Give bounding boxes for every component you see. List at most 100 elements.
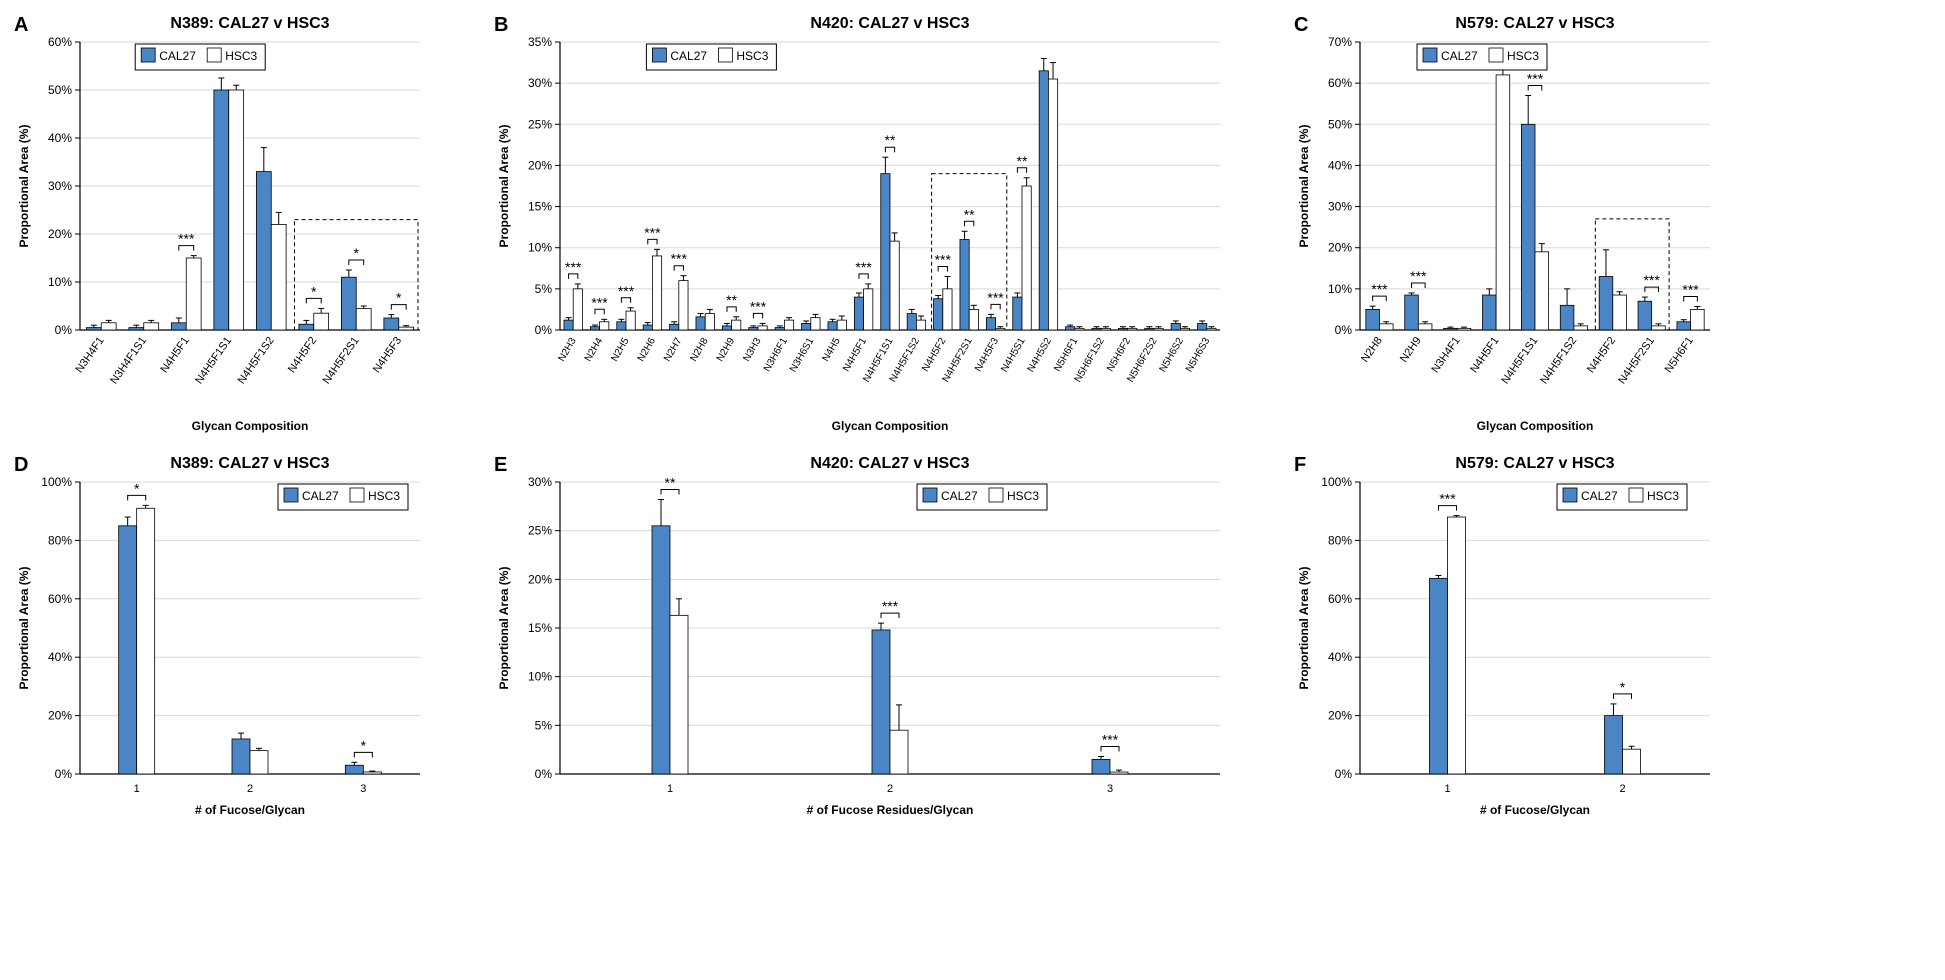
y-axis-label: Proportional Area (%) [1297,567,1311,690]
bar-hsc3 [314,313,329,330]
sig-label: * [361,737,367,753]
legend-swatch-cal27 [1563,488,1577,502]
bar-cal27 [1638,301,1652,330]
panel-F: FN579: CAL27 v HSC30%20%40%60%80%100%Pro… [1290,450,1720,830]
bar-hsc3 [1457,328,1471,330]
bar-cal27 [960,239,969,330]
legend-label-cal27: CAL27 [159,49,196,63]
bar-cal27 [299,324,314,330]
bar-hsc3 [1623,749,1641,774]
bar-hsc3 [356,308,371,330]
bar-cal27 [828,322,837,330]
chart-title: N579: CAL27 v HSC3 [1455,455,1614,472]
bar-hsc3 [837,320,846,330]
category-label: N5H6F2 [1105,336,1133,374]
ytick-label: 60% [48,592,72,606]
sig-label: ** [1017,153,1028,169]
category-label: N4H5F2 [1585,335,1618,375]
bar-cal27 [1118,328,1127,330]
category-label: 1 [1444,783,1450,795]
bar-hsc3 [890,730,908,774]
panel-A: AN389: CAL27 v HSC30%10%20%30%40%50%60%P… [10,10,430,440]
panel-letter: C [1294,14,1308,37]
ytick-label: 0% [535,323,553,337]
category-label: N4H5S1 [999,336,1028,375]
y-axis-label: Proportional Area (%) [497,125,511,248]
ytick-label: 10% [528,670,552,684]
bar-hsc3 [600,322,609,330]
bar-hsc3 [137,508,155,774]
bar-cal27 [1366,309,1380,330]
bar-cal27 [1483,295,1497,330]
bar-hsc3 [144,323,159,330]
category-label: N2H4 [583,336,606,364]
bar-cal27 [1066,327,1075,330]
bar-cal27 [775,328,784,330]
bar-hsc3 [101,323,116,330]
category-label: N3H3 [741,336,764,364]
bar-hsc3 [1448,517,1466,774]
panel-svg: N389: CAL27 v HSC30%20%40%60%80%100%Prop… [10,450,430,830]
chart-title: N420: CAL27 v HSC3 [810,15,969,32]
category-label: N4H5F2 [286,335,319,375]
ytick-label: 10% [1328,282,1352,296]
sig-label: * [354,245,360,261]
ytick-label: 40% [1328,158,1352,172]
panel-svg: N579: CAL27 v HSC30%20%40%60%80%100%Prop… [1290,450,1720,830]
category-label: 2 [247,783,253,795]
bar-hsc3 [1535,252,1549,330]
bar-cal27 [1198,323,1207,330]
category-label: N4H5F2 [920,336,948,374]
chart-title: N420: CAL27 v HSC3 [810,455,969,472]
sig-label: *** [565,259,582,275]
ytick-label: 50% [48,83,72,97]
sig-label: ** [726,292,737,308]
panel-C: CN579: CAL27 v HSC30%10%20%30%40%50%60%7… [1290,10,1720,440]
bar-hsc3 [1652,326,1666,330]
bar-hsc3 [864,289,873,330]
category-label: 1 [667,783,673,795]
panel-letter: D [14,454,28,477]
category-label: N4H5F1S1 [193,335,234,386]
legend-swatch-hsc3 [1629,488,1643,502]
sig-label: *** [1410,268,1427,284]
bar-hsc3 [969,309,978,330]
bar-cal27 [986,318,995,330]
bar-hsc3 [229,90,244,330]
ytick-label: 40% [48,650,72,664]
bar-hsc3 [1101,328,1110,330]
ytick-label: 20% [1328,241,1352,255]
bar-hsc3 [573,289,582,330]
bar-cal27 [232,739,250,774]
legend: CAL27HSC3 [646,44,776,70]
y-axis-label: Proportional Area (%) [17,125,31,248]
chart-title: N579: CAL27 v HSC3 [1455,15,1614,32]
bar-cal27 [1599,277,1613,330]
bar-cal27 [1405,295,1419,330]
bar-cal27 [934,299,943,330]
category-label: N5H6F1 [1052,336,1080,374]
sig-label: * [311,283,317,299]
bar-cal27 [564,320,573,330]
bar-cal27 [643,325,652,330]
category-label: N2H6 [636,336,659,364]
bar-hsc3 [186,258,201,330]
bar-cal27 [1092,328,1101,330]
legend: CAL27HSC3 [278,484,408,510]
legend: CAL27HSC3 [135,44,265,70]
chart-title: N389: CAL27 v HSC3 [170,455,329,472]
bar-cal27 [1677,322,1691,330]
legend-swatch-hsc3 [350,488,364,502]
sig-label: * [396,290,402,306]
category-label: 1 [134,783,140,795]
bar-cal27 [1039,71,1048,330]
category-label: N4H5F1 [1468,335,1501,375]
category-label: N2H8 [1359,335,1385,365]
bar-hsc3 [758,326,767,330]
bar-cal27 [872,630,890,774]
bar-cal27 [214,90,229,330]
category-label: N4H5F2S1 [321,335,362,386]
sig-label: *** [935,252,952,268]
panel-letter: B [494,14,508,37]
panel-D: DN389: CAL27 v HSC30%20%40%60%80%100%Pro… [10,450,430,830]
